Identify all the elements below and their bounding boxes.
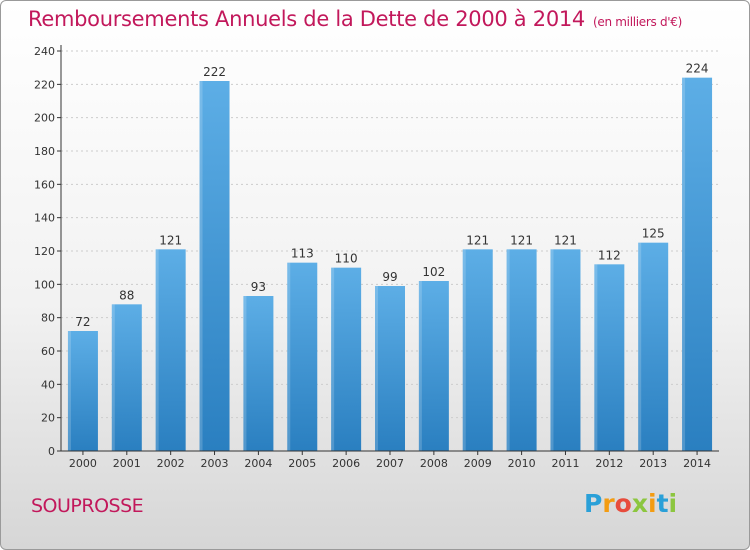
logo-letter: i (648, 489, 657, 518)
bar-highlight (331, 267, 335, 451)
bar-highlight (155, 249, 159, 451)
x-tick-label: 2003 (201, 457, 229, 470)
bar-highlight (287, 262, 291, 451)
bar-value-label: 121 (466, 233, 489, 247)
bar (199, 81, 230, 451)
x-tick-label: 2012 (595, 457, 623, 470)
bars (67, 77, 713, 452)
y-tick-label: 160 (34, 178, 55, 191)
bar (550, 249, 581, 451)
bar-highlight (638, 242, 642, 451)
chart-title-text: Remboursements Annuels de la Dette de 20… (28, 7, 585, 31)
bar (375, 286, 405, 451)
bar-value-label: 99 (382, 270, 397, 284)
bar-highlight (243, 296, 247, 451)
bar (462, 249, 493, 451)
x-tick-label: 2014 (683, 457, 711, 470)
bar-highlight (111, 304, 115, 451)
bar-value-label: 113 (291, 247, 314, 261)
bar-value-label: 110 (335, 252, 358, 266)
bar (111, 304, 142, 451)
bar-value-label: 224 (686, 62, 709, 76)
bar-value-label: 93 (251, 280, 266, 294)
x-tick-label: 2007 (376, 457, 404, 470)
bar-value-label: 88 (119, 288, 134, 302)
proxiti-logo: Proxiti (584, 489, 677, 518)
value-labels: 72 88 121 222 93 113 110 99 102 121 121 121 112 125 22… (75, 62, 708, 329)
x-tick-label: 2005 (288, 457, 316, 470)
bar-value-label: 121 (159, 233, 182, 247)
chart-title: Remboursements Annuels de la Dette de 20… (28, 7, 682, 31)
logo-letter: x (631, 489, 648, 518)
axes: 0 20 40 60 80 100 120 140 160 180 200 220 240 2000 200… (34, 45, 719, 470)
x-tick-label: 2004 (244, 457, 272, 470)
bar (331, 267, 362, 451)
y-tick-label: 80 (41, 312, 55, 325)
x-tick-label: 2013 (639, 457, 667, 470)
y-tick-label: 60 (41, 345, 55, 358)
bar-value-label: 222 (203, 65, 226, 79)
chart-unit: (en milliers d'€) (593, 15, 683, 29)
x-tick-label: 2010 (508, 457, 536, 470)
bar-highlight (550, 249, 554, 451)
y-tick-label: 20 (41, 412, 55, 425)
bar-highlight (199, 81, 203, 451)
bar (287, 262, 318, 451)
y-tick-label: 220 (34, 78, 55, 91)
y-tick-label: 100 (34, 278, 55, 291)
y-tick-label: 40 (41, 378, 55, 391)
bar-highlight (506, 249, 510, 451)
x-tick-label: 2002 (157, 457, 185, 470)
bar (682, 77, 713, 452)
bar (67, 331, 98, 451)
logo-letter: o (614, 489, 632, 518)
logo-letter: t (656, 489, 669, 518)
x-tick-label: 2000 (69, 457, 97, 470)
bar (243, 296, 274, 451)
x-tick-label: 2009 (464, 457, 492, 470)
bar-value-label: 112 (598, 248, 621, 262)
bar-highlight (67, 331, 71, 451)
bar (594, 264, 625, 451)
bar-highlight (462, 249, 466, 451)
logo-letter: P (584, 489, 603, 518)
y-tick-label: 240 (34, 45, 55, 58)
y-tick-label: 0 (48, 445, 55, 458)
y-tick-label: 120 (34, 245, 55, 258)
commune-name: SOUPROSSE (31, 495, 144, 517)
y-tick-label: 140 (34, 212, 55, 225)
x-tick-label: 2001 (113, 457, 141, 470)
bar-value-label: 121 (510, 233, 533, 247)
logo-letter: i (668, 489, 678, 518)
bar (506, 249, 537, 451)
y-tick-label: 200 (34, 112, 55, 125)
bar-value-label: 125 (642, 227, 665, 241)
bar (155, 249, 186, 451)
bar-highlight (375, 286, 378, 451)
bar-value-label: 72 (75, 315, 90, 329)
bar-highlight (418, 281, 422, 451)
x-tick-label: 2011 (551, 457, 579, 470)
logo-letter: r (602, 489, 615, 518)
x-tick-label: 2006 (332, 457, 360, 470)
y-tick-label: 180 (34, 145, 55, 158)
x-tick-label: 2008 (420, 457, 448, 470)
bar (638, 242, 669, 451)
bar-highlight (594, 264, 598, 451)
bar-value-label: 121 (554, 233, 577, 247)
bar-highlight (682, 77, 686, 452)
bar (418, 281, 449, 451)
bar-value-label: 102 (422, 265, 445, 279)
